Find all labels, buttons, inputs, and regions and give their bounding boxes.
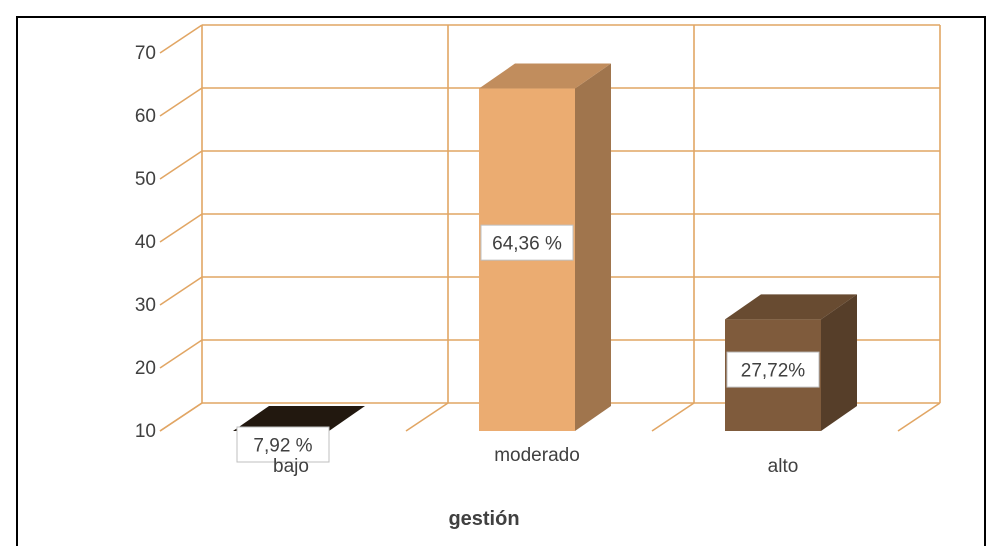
y-tick-label: 50: [135, 169, 156, 190]
gridline-diag: [159, 276, 203, 306]
category-label: bajo: [273, 456, 309, 477]
data-label-box: [726, 351, 820, 388]
bar-alto: 27,72%: [725, 294, 857, 431]
y-axis-ticks: 10 20 30 40 50 60 70: [135, 43, 156, 442]
bars-layer: 7,92 % 64,36 % 27,72%: [233, 63, 857, 463]
data-label: 7,92 %: [253, 436, 312, 457]
bar-side: [575, 63, 611, 431]
bar-top: [233, 406, 365, 431]
x-axis-categories: bajo moderado alto: [273, 445, 798, 477]
chart-frame: [16, 16, 986, 546]
data-label: 64,36 %: [492, 234, 562, 255]
gridline-diag: [159, 24, 203, 54]
bar-side: [821, 294, 857, 431]
bar-top: [725, 294, 857, 320]
gridline-diag: [159, 339, 203, 369]
data-label-box: [480, 224, 574, 261]
gridline-diag: [159, 87, 203, 117]
y-tick-label: 70: [135, 43, 156, 64]
category-label: alto: [768, 456, 799, 477]
gridline-diag: [159, 213, 203, 243]
y-tick-label: 60: [135, 106, 156, 127]
floor-diagonal: [405, 402, 449, 432]
x-axis-title: gestión: [448, 508, 519, 530]
data-label-box: [236, 426, 330, 463]
y-tick-label: 30: [135, 295, 156, 316]
y-tick-label: 20: [135, 358, 156, 379]
floor-diagonal: [651, 402, 695, 432]
bar-bajo: 7,92 %: [233, 406, 365, 463]
floor-diagonal: [159, 402, 203, 432]
data-label: 27,72%: [741, 361, 806, 382]
gridline-diag: [159, 150, 203, 180]
floor-diagonal: [897, 402, 941, 432]
bar-moderado: 64,36 %: [479, 63, 611, 432]
y-tick-label: 10: [135, 421, 156, 442]
bar-top: [479, 63, 611, 89]
category-label: moderado: [494, 445, 580, 466]
y-tick-label: 40: [135, 232, 156, 253]
